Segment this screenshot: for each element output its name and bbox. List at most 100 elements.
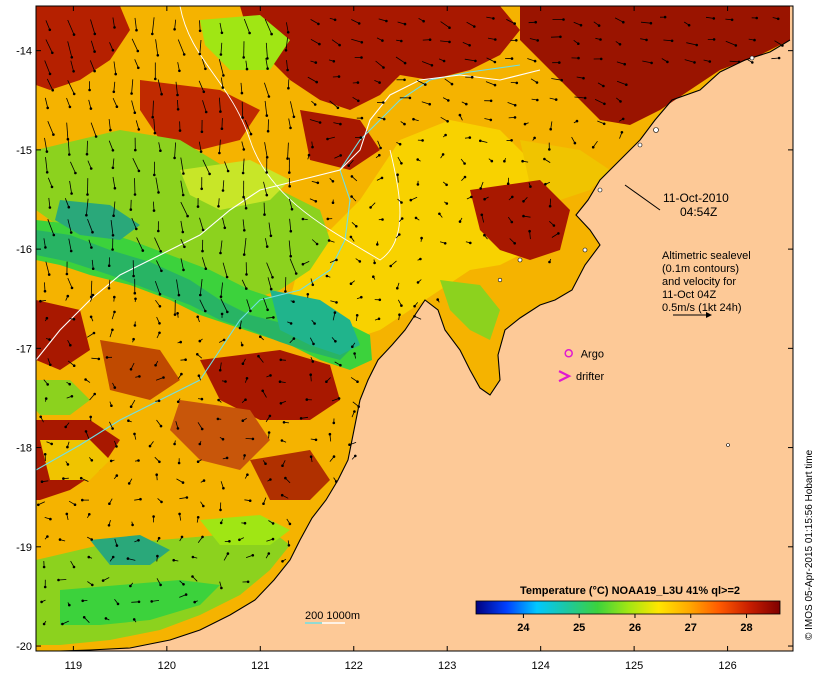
velocity-vector-head — [181, 230, 185, 234]
colorbar-tick-label: 24 — [517, 622, 530, 634]
velocity-vector — [725, 40, 736, 46]
velocity-vector-head — [196, 516, 200, 519]
velocity-vector-head — [776, 17, 780, 21]
velocity-vector — [245, 60, 248, 70]
velocity-vector — [219, 97, 221, 112]
velocity-vector-head — [70, 395, 74, 398]
velocity-vector-head — [242, 148, 246, 151]
velocity-vector-head — [289, 126, 292, 130]
argo-label: Argo — [581, 348, 604, 360]
velocity-vector — [108, 279, 111, 289]
colorbar-tick-label: 27 — [685, 622, 697, 634]
velocity-vector-head — [69, 231, 73, 234]
velocity-vector-head — [513, 22, 516, 25]
velocity-vector-head — [311, 360, 315, 363]
velocity-vector-head — [90, 538, 93, 541]
time-label: 04:54Z — [680, 205, 717, 219]
velocity-vector — [486, 57, 496, 63]
velocity-vector — [70, 60, 74, 72]
colorbar-tick-label: 28 — [740, 622, 752, 634]
velocity-vector-head — [325, 380, 328, 384]
velocity-vector-head — [84, 378, 87, 381]
velocity-vector-head — [267, 95, 271, 98]
velocity-vector-head — [317, 22, 320, 26]
velocity-vector-head — [271, 537, 275, 541]
velocity-vector-head — [463, 175, 467, 179]
velocity-vector-head — [48, 72, 52, 76]
velocity-vector — [176, 279, 180, 296]
velocity-vector-head — [288, 522, 292, 526]
velocity-vector — [44, 137, 48, 152]
velocity-vector-head — [511, 195, 514, 199]
velocity-vector-head — [137, 66, 140, 70]
velocity-vector-head — [50, 185, 54, 189]
velocity-vector-head — [72, 565, 76, 569]
velocity-vector-head — [560, 78, 563, 82]
velocity-vector-head — [548, 204, 552, 208]
velocity-vector — [180, 238, 185, 247]
velocity-vector-head — [112, 90, 116, 94]
velocity-vector-head — [135, 28, 138, 32]
velocity-vector-head — [107, 264, 111, 268]
velocity-vector-head — [265, 193, 269, 197]
velocity-vector-head — [68, 153, 71, 156]
velocity-vector-head — [521, 159, 524, 163]
velocity-vector — [152, 100, 154, 118]
velocity-vector-head — [267, 431, 271, 434]
velocity-vector-head — [305, 398, 309, 401]
velocity-vector — [112, 158, 115, 168]
velocity-vector-head — [40, 480, 44, 484]
velocity-vector-head — [226, 310, 229, 314]
velocity-vector — [285, 37, 288, 51]
velocity-vector — [90, 280, 93, 297]
velocity-vector-head — [131, 523, 134, 527]
velocity-vector-head — [265, 245, 269, 248]
velocity-vector — [177, 62, 180, 71]
velocity-vector-head — [177, 293, 181, 297]
velocity-vector-head — [113, 186, 117, 190]
velocity-vector — [218, 198, 220, 207]
velocity-vector-head — [155, 473, 158, 477]
velocity-vector-head — [220, 31, 224, 35]
velocity-vector — [90, 40, 95, 52]
velocity-vector-head — [577, 42, 580, 45]
velocity-vector-head — [441, 153, 445, 156]
velocity-vector-head — [280, 493, 284, 497]
velocity-vector — [444, 78, 453, 85]
velocity-vector — [66, 122, 69, 140]
velocity-vector — [201, 58, 206, 69]
velocity-vector-head — [222, 486, 225, 490]
velocity-vector-head — [602, 122, 606, 126]
velocity-vector — [550, 121, 553, 130]
velocity-vector-head — [111, 427, 114, 430]
velocity-vector-head — [162, 376, 165, 379]
islands — [497, 55, 755, 447]
velocity-vector — [157, 79, 162, 95]
velocity-vector-head — [159, 424, 163, 428]
velocity-vector — [246, 299, 251, 312]
velocity-vector-head — [64, 425, 67, 429]
velocity-vector — [197, 422, 203, 430]
velocity-vector-head — [515, 39, 518, 42]
velocity-vector-head — [91, 583, 94, 587]
velocity-vector — [154, 237, 162, 252]
velocity-vector — [89, 393, 96, 401]
velocity-vector — [108, 140, 114, 151]
velocity-vector-head — [82, 616, 86, 619]
velocity-vector-head — [398, 142, 402, 146]
velocity-vector-head — [137, 459, 140, 462]
velocity-vector-head — [137, 600, 141, 604]
velocity-vector-head — [354, 454, 357, 458]
velocity-vector-head — [241, 419, 245, 423]
velocity-vector-head — [458, 220, 462, 223]
velocity-vector-head — [245, 273, 248, 276]
velocity-vector-head — [220, 586, 223, 590]
velocity-vector-head — [599, 38, 602, 41]
velocity-vector — [527, 58, 536, 62]
velocity-vector — [87, 218, 93, 233]
velocity-vector-head — [46, 383, 49, 386]
velocity-vector-head — [353, 352, 356, 355]
y-tick-label: -14 — [16, 46, 32, 58]
velocity-vector-head — [198, 442, 202, 446]
velocity-vector — [109, 42, 114, 51]
